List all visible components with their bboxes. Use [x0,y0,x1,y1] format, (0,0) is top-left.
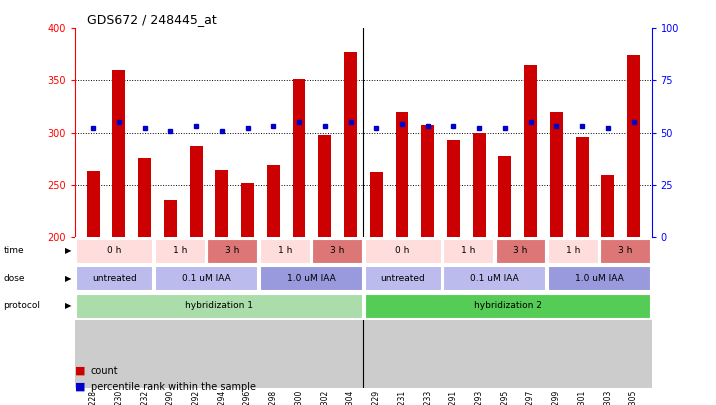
Text: 1.0 uM IAA: 1.0 uM IAA [286,274,335,283]
Bar [369,172,382,237]
Bar [260,239,309,263]
Text: percentile rank within the sample: percentile rank within the sample [91,382,256,392]
Text: 0.1 uM IAA: 0.1 uM IAA [182,274,231,283]
Bar [112,70,125,237]
Bar [576,137,589,237]
Text: 1 h: 1 h [173,246,187,255]
Text: 0 h: 0 h [107,246,122,255]
Bar [395,112,408,237]
Bar [77,294,362,318]
Bar [87,171,100,237]
Bar [443,266,546,290]
Bar [164,200,177,237]
Bar [241,183,254,237]
Text: 0.1 uM IAA: 0.1 uM IAA [470,274,518,283]
Bar [77,266,153,290]
Text: 3 h: 3 h [618,246,632,255]
Bar [312,239,362,263]
Text: 1.0 uM IAA: 1.0 uM IAA [575,274,624,283]
Bar [155,239,205,263]
Text: dose: dose [4,274,25,283]
Bar [77,239,153,263]
Bar [548,239,598,263]
Bar [208,239,257,263]
Text: 0 h: 0 h [395,246,410,255]
Bar [155,266,257,290]
Bar [267,165,280,237]
Bar [473,132,485,237]
Text: 1 h: 1 h [278,246,292,255]
Bar [138,158,151,237]
Text: 3 h: 3 h [226,246,240,255]
Text: count: count [91,366,119,375]
Text: untreated: untreated [92,274,137,283]
Bar [319,135,332,237]
Text: ▶: ▶ [64,246,72,255]
Bar [216,170,228,237]
Bar [447,140,460,237]
Text: GDS672 / 248445_at: GDS672 / 248445_at [87,13,216,26]
Text: ■: ■ [75,366,86,375]
Text: protocol: protocol [4,301,41,310]
Bar [627,55,640,237]
Text: ▶: ▶ [64,274,72,283]
Bar [443,239,493,263]
Bar [190,146,203,237]
Text: 3 h: 3 h [513,246,528,255]
Bar [421,125,434,237]
Bar [498,156,511,237]
Bar [524,65,537,237]
Bar [601,239,650,263]
Text: 3 h: 3 h [330,246,344,255]
Bar [293,79,306,237]
Text: ▶: ▶ [64,301,72,310]
Bar [364,239,440,263]
Bar [548,266,650,290]
Bar [260,266,362,290]
Bar [550,112,563,237]
Bar [344,52,357,237]
Text: 1 h: 1 h [566,246,580,255]
Text: time: time [4,246,24,255]
Bar [495,239,546,263]
Bar [601,175,614,237]
Bar [364,266,440,290]
Text: ■: ■ [75,382,86,392]
Text: hybridization 2: hybridization 2 [473,301,541,310]
Text: hybridization 1: hybridization 1 [185,301,253,310]
Bar [364,294,650,318]
Text: untreated: untreated [380,274,425,283]
Text: 1 h: 1 h [461,246,475,255]
